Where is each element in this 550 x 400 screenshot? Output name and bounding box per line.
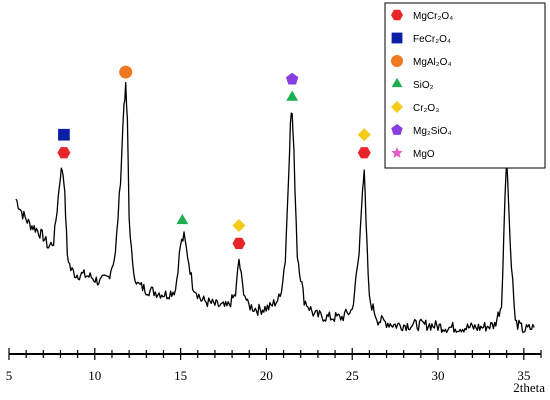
peak-marker-triangle <box>286 90 299 101</box>
x-axis: 5 10 15 20 25 30 35 <box>6 348 542 383</box>
x-tick-label: 15 <box>174 368 187 383</box>
x-tick-label: 35 <box>517 368 530 383</box>
legend-marker-triangle <box>391 77 403 88</box>
peak-marker-circle <box>119 65 133 79</box>
pattern-layer <box>15 81 535 334</box>
legend-marker-square <box>391 32 403 44</box>
peak-marker-hexagon <box>357 147 371 159</box>
peak-marker-triangle <box>176 213 189 225</box>
x-tick-label: 5 <box>6 368 13 383</box>
peak-marker-square <box>58 128 70 141</box>
peak-marker-hexagon <box>232 237 246 250</box>
legend-marker-diamond <box>391 101 403 113</box>
legend: MgCr₂O₄ FeCr₂O₄ MgAl₂O₄ SiO₂ Cr₂O₃ Mg₂SiO₄ MgO <box>384 2 546 169</box>
legend-marker-star <box>391 147 403 158</box>
peak-marker-pentagon <box>285 72 299 85</box>
legend-marker-hexagon <box>391 9 403 21</box>
legend-label: FeCr₂O₄ <box>413 34 451 45</box>
legend-label: SiO₂ <box>413 80 434 91</box>
legend-label: Cr₂O₃ <box>413 103 439 114</box>
legend-marker-pentagon <box>391 124 403 135</box>
peak-marker-diamond <box>357 128 371 142</box>
legend-label: Mg₂SiO₄ <box>413 126 452 137</box>
x-tick-label: 30 <box>432 368 445 383</box>
legend-marker-circle <box>391 55 403 67</box>
x-tick-label: 20 <box>260 368 273 383</box>
x-axis-label: 2theta <box>513 380 545 395</box>
legend-box <box>384 2 546 169</box>
legend-label: MgAl₂O₄ <box>413 57 452 68</box>
xrd-pattern-line <box>15 81 535 334</box>
x-tick-label: 25 <box>346 368 359 383</box>
peak-marker-hexagon <box>57 147 71 159</box>
peak-marker-diamond <box>232 218 246 232</box>
x-tick-label: 10 <box>88 368 101 383</box>
legend-label: MgCr₂O₄ <box>413 11 453 22</box>
legend-label: MgO <box>413 149 435 160</box>
